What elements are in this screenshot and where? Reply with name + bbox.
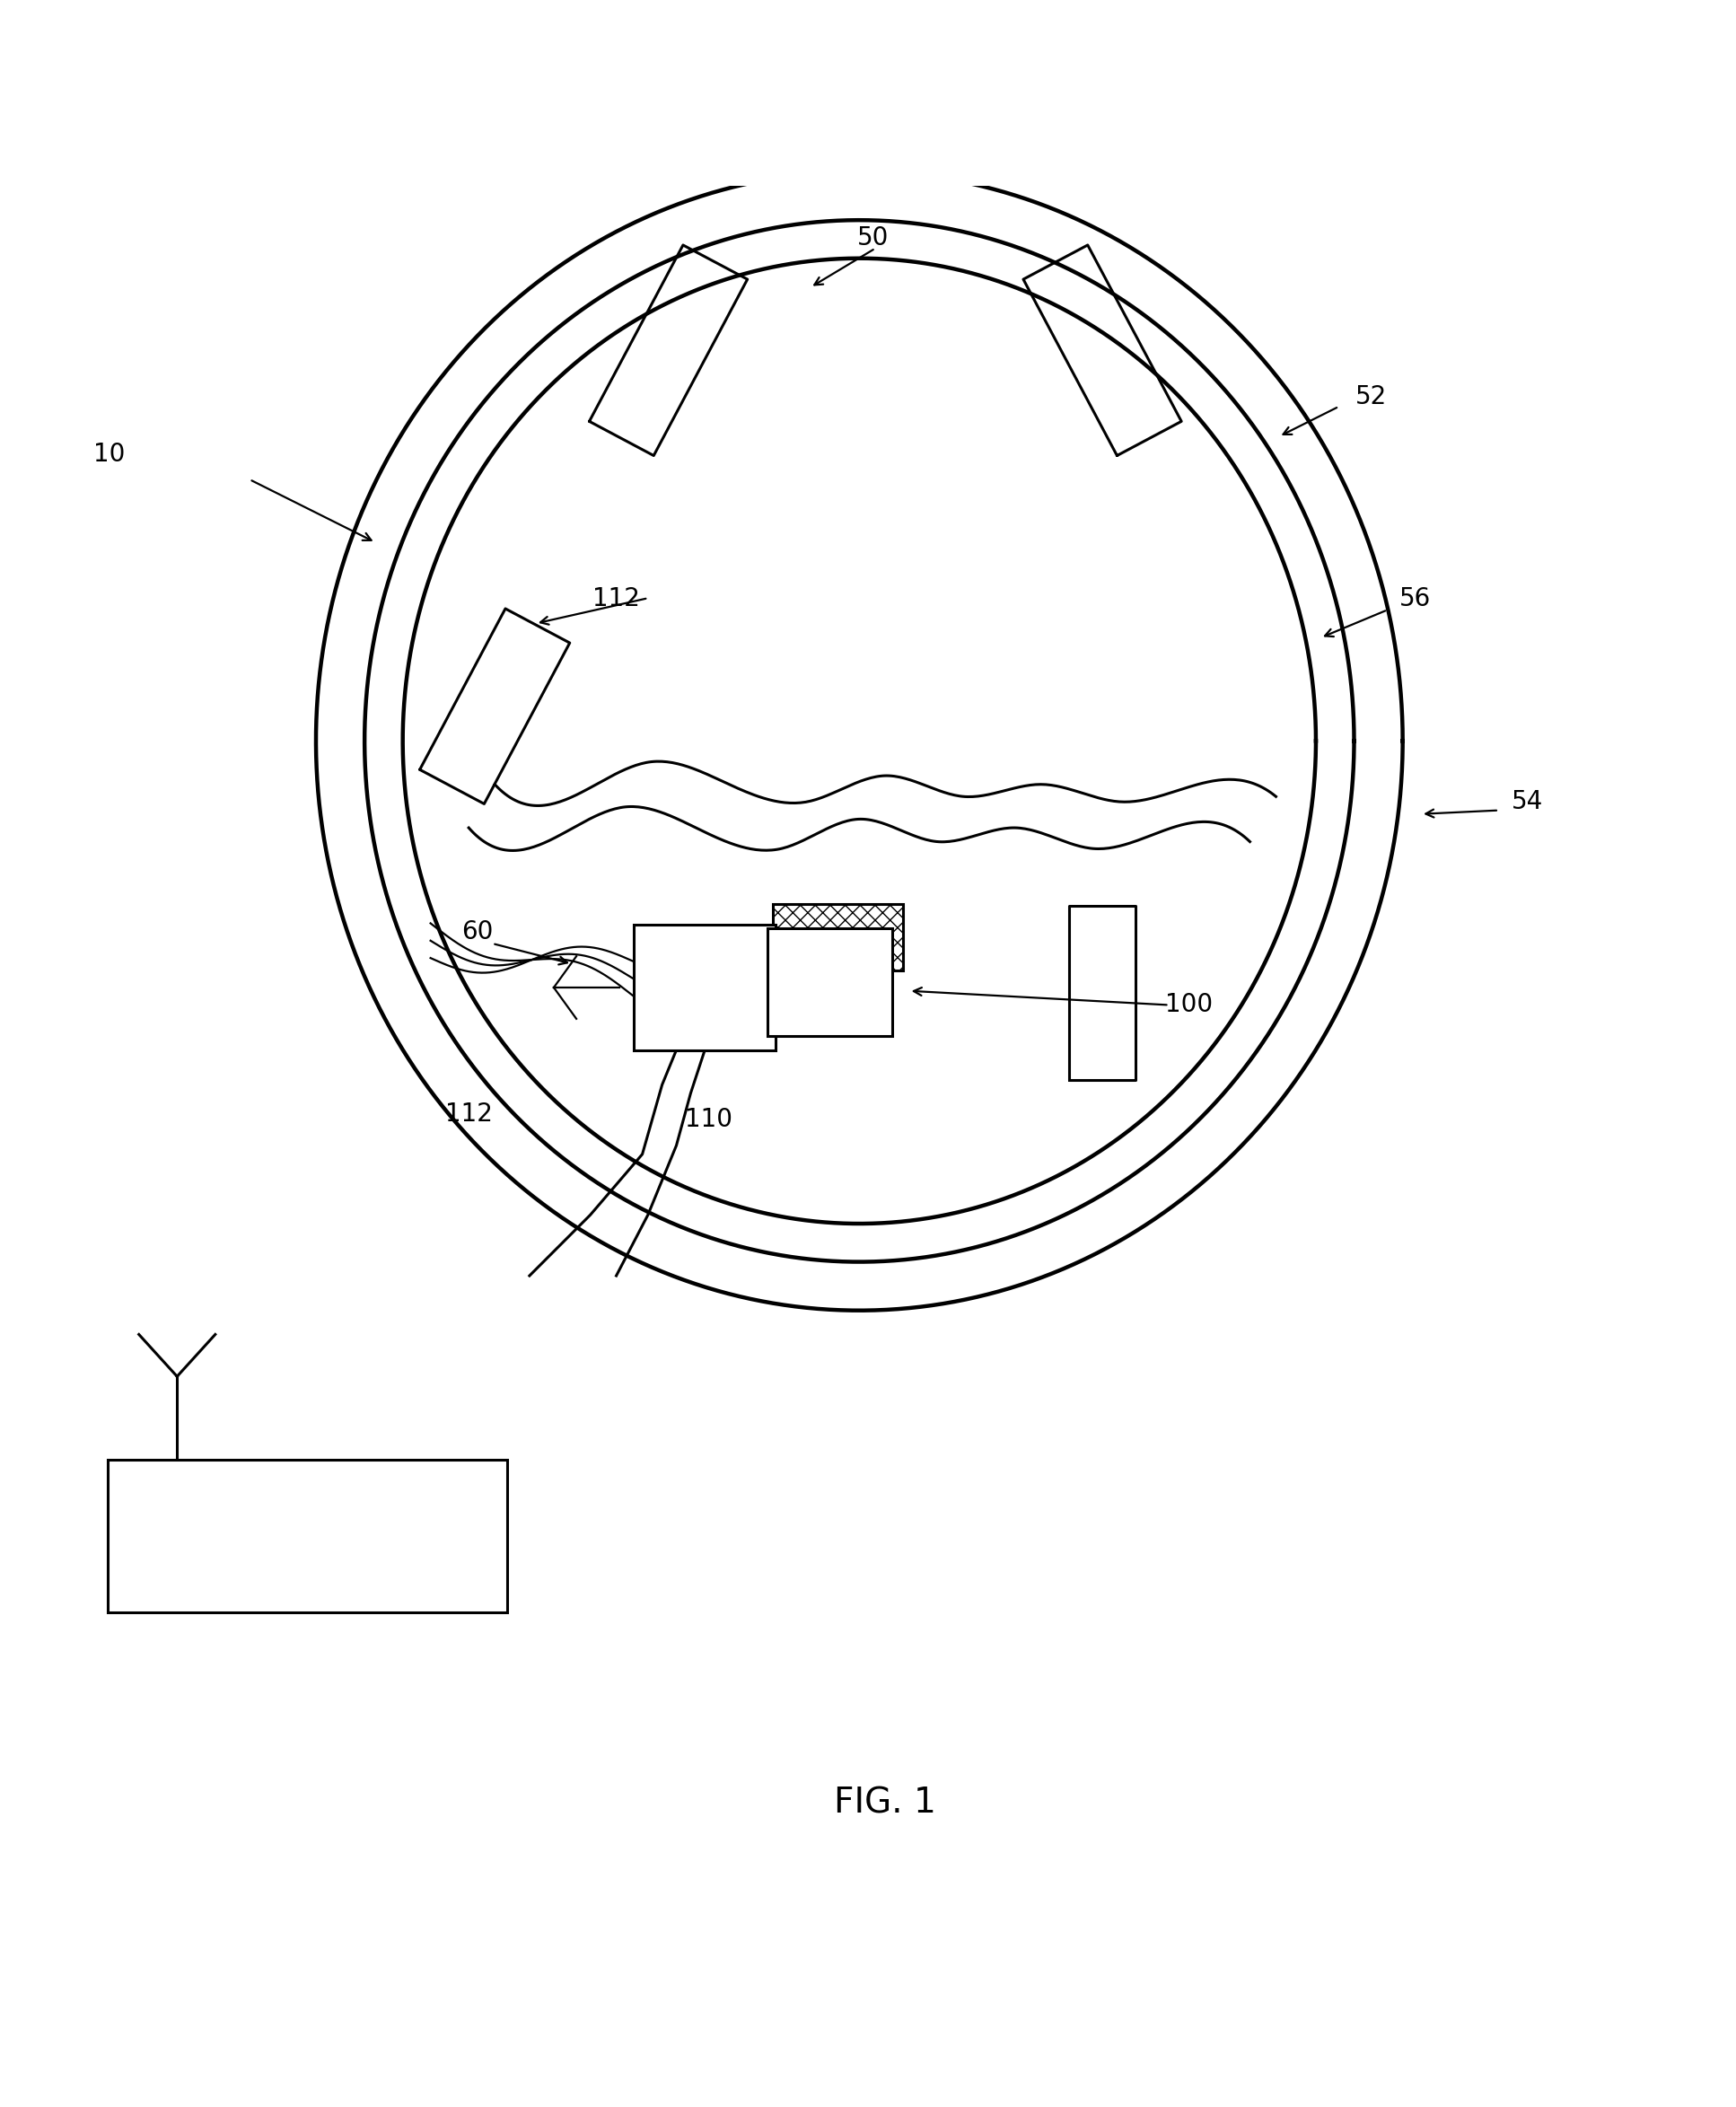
- Bar: [634, 925, 776, 1049]
- Text: 52: 52: [1356, 386, 1387, 409]
- Bar: [108, 1460, 507, 1612]
- Bar: [773, 904, 903, 969]
- Text: 50: 50: [858, 225, 889, 251]
- Text: 112: 112: [444, 1102, 493, 1127]
- Text: Host  computer: Host computer: [215, 1525, 399, 1549]
- Text: 60: 60: [462, 919, 493, 944]
- Text: 100: 100: [1165, 992, 1213, 1018]
- Text: FIG. 1: FIG. 1: [835, 1787, 936, 1820]
- Text: 110: 110: [684, 1106, 733, 1131]
- Text: 10: 10: [94, 442, 125, 468]
- Text: 56: 56: [1399, 586, 1430, 611]
- Text: 54: 54: [1512, 790, 1543, 813]
- Bar: [767, 929, 892, 1037]
- Text: 112: 112: [592, 586, 641, 611]
